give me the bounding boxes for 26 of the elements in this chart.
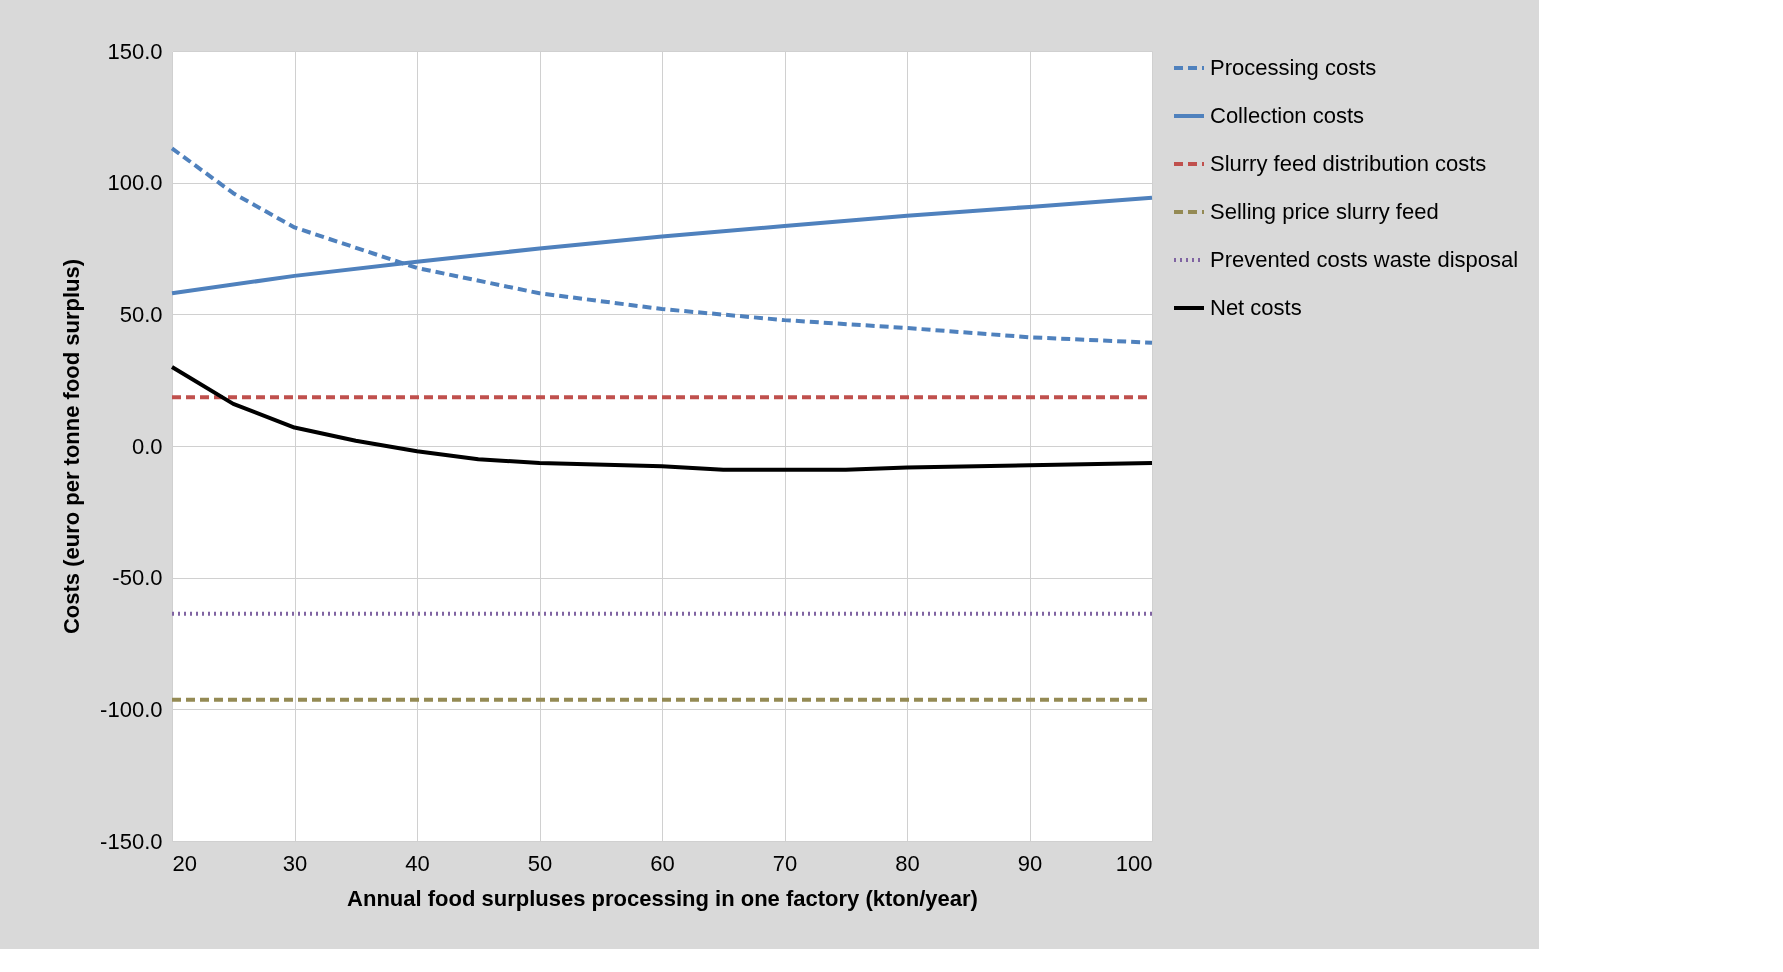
x-tick-label: 50 — [527, 850, 553, 876]
y-tick-label: -50.0 — [112, 565, 163, 591]
legend-label: Prevented costs waste disposal — [1210, 247, 1519, 272]
x-tick-label: 70 — [772, 850, 798, 876]
legend-label: Collection costs — [1210, 103, 1365, 128]
x-tick-label: 80 — [895, 850, 920, 876]
line-series — [170, 365, 1154, 472]
y-axis-title: Costs (euro per tonne food surplus) — [59, 258, 85, 635]
y-tick-label: -100.0 — [100, 696, 163, 722]
x-tick-label: 100 — [1115, 850, 1153, 876]
x-tick-label: 40 — [405, 850, 430, 876]
y-tick-label: 0.0 — [131, 433, 163, 459]
legend-label: Processing costs — [1210, 55, 1377, 80]
x-tick-label: 30 — [282, 850, 308, 876]
x-axis-title: Annual food surpluses processing in one factory (kton/year) — [347, 885, 978, 911]
legend-label: Selling price slurry feed — [1210, 199, 1439, 224]
line-series — [170, 146, 1154, 345]
y-tick-label: 100.0 — [107, 170, 163, 196]
y-tick-label: 50.0 — [119, 301, 163, 327]
x-tick-label: 20 — [172, 850, 197, 876]
legend-label: Slurry feed distribution costs — [1210, 151, 1487, 176]
x-tick-label: 90 — [1017, 850, 1043, 876]
y-tick-label: -150.0 — [100, 828, 163, 854]
y-tick-label: 150.0 — [107, 38, 163, 64]
legend-label: Net costs — [1210, 295, 1302, 320]
x-tick-label: 60 — [650, 850, 675, 876]
